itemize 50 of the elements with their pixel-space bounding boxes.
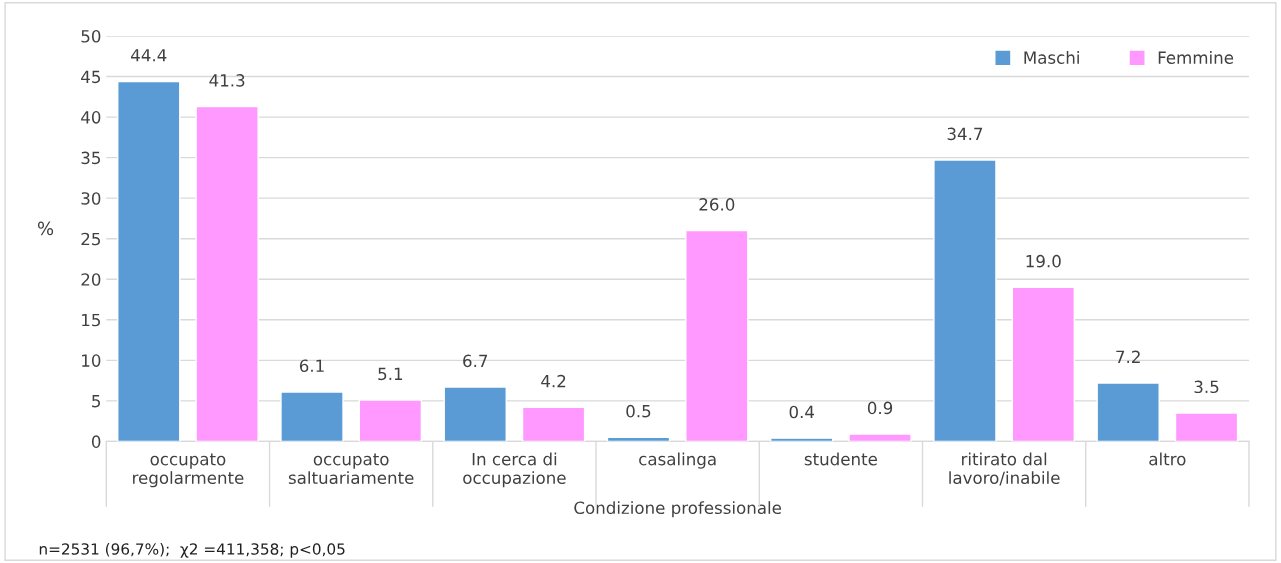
- data-label: 0.9: [867, 401, 893, 415]
- y-axis-title: %: [37, 221, 54, 236]
- x-tick-label: In cerca di occupazione: [463, 452, 566, 488]
- x-tick-label: altro: [1149, 452, 1186, 466]
- y-tick-label: 15: [82, 313, 101, 327]
- x-tick-label: studente: [804, 452, 877, 466]
- y-tick-label: 5: [92, 395, 101, 408]
- data-label: 41.3: [209, 74, 245, 87]
- bar: [280, 391, 344, 442]
- text: n=2531 (96,7%); χ2 =411,358; p<0,05: [39, 542, 345, 558]
- data-label: 4.2: [541, 374, 566, 388]
- data-label: 7.2: [1116, 350, 1140, 363]
- data-label: 34.7: [947, 127, 983, 141]
- bar: [443, 386, 507, 442]
- data-label: 6.7: [463, 354, 488, 368]
- bar: [1174, 412, 1239, 442]
- data-label: 26.0: [699, 198, 735, 211]
- data-label: 0.4: [789, 405, 815, 419]
- bar: [1096, 382, 1160, 442]
- bar: [1011, 286, 1076, 442]
- y-tick-label: 30: [81, 192, 101, 205]
- bar: [358, 399, 423, 442]
- y-tick-label: 10: [82, 354, 101, 367]
- y-tick-label: 50: [81, 29, 101, 43]
- bar: [933, 159, 997, 442]
- y-tick-label: 35: [81, 151, 101, 165]
- y-tick-label: 20: [81, 273, 101, 286]
- data-label: 3.5: [1194, 380, 1219, 394]
- x-tick-label: occupato regolarmente: [133, 453, 244, 488]
- bar: [685, 229, 749, 442]
- legend-label: Femmine: [1158, 51, 1234, 64]
- bar: [195, 105, 259, 442]
- y-tick-label: 25: [81, 232, 101, 246]
- data-label: 0.5: [626, 404, 651, 418]
- bar: [521, 406, 586, 442]
- data-label: 44.4: [131, 49, 167, 62]
- bar: [117, 80, 181, 442]
- data-label: 19.0: [1026, 254, 1061, 268]
- legend-label: Maschi: [1024, 51, 1079, 64]
- x-tick-label: ritirato dal lavoro/inabile: [949, 452, 1060, 486]
- x-tick-label: occupato saltuariamente: [288, 453, 414, 485]
- x-axis-title: Condizione professionale: [574, 501, 782, 518]
- data-label: 5.1: [378, 367, 403, 381]
- data-label: 6.1: [299, 359, 324, 373]
- bar: [769, 437, 834, 442]
- y-tick-label: 0: [91, 435, 101, 448]
- x-tick-label: casalinga: [639, 452, 716, 469]
- y-tick-label: 45: [81, 70, 101, 84]
- y-tick-label: 40: [81, 111, 101, 124]
- bar: [848, 433, 912, 442]
